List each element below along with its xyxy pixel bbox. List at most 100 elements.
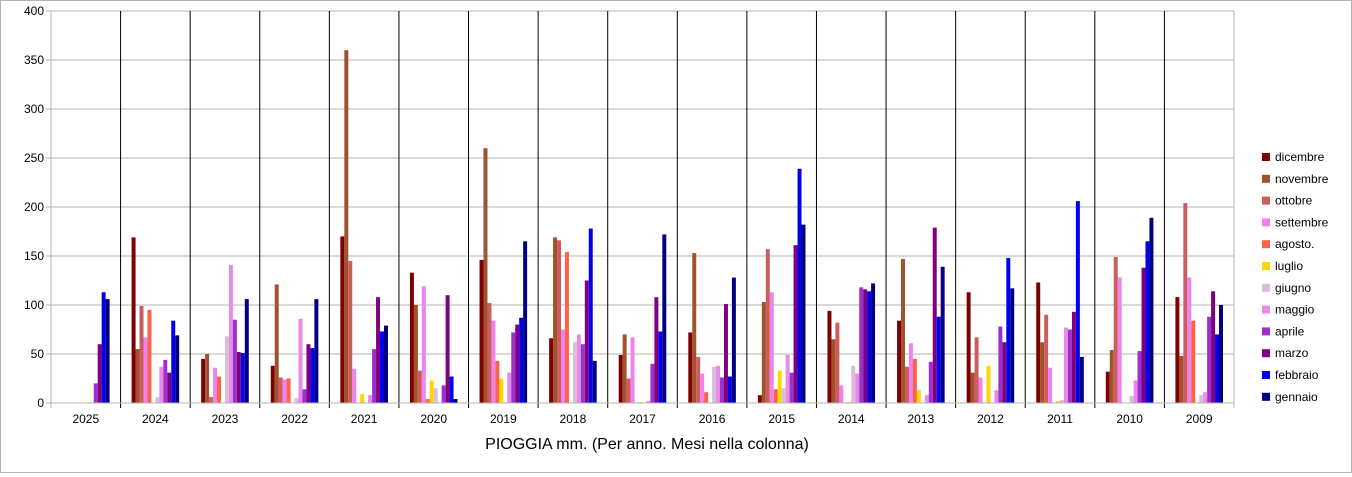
- bar-agosto-2015: [773, 389, 778, 403]
- x-tick-label: 2018: [560, 412, 587, 426]
- bar-maggio-2023: [228, 264, 233, 403]
- bar-aprile-2012: [998, 326, 1003, 403]
- bar-maggio-2012: [994, 390, 999, 403]
- y-tick-label: 0: [37, 396, 44, 410]
- bar-giugno-2011: [1060, 400, 1064, 403]
- legend-swatch: [1262, 327, 1270, 336]
- bar-maggio-2013: [924, 395, 929, 403]
- bar-dicembre-2024: [131, 237, 136, 403]
- bar-febbraio-2017: [658, 331, 663, 403]
- bar-dicembre-2014: [827, 310, 832, 403]
- bar-ottobre-2012: [974, 337, 979, 403]
- bar-giugno-2009: [1199, 395, 1204, 403]
- bar-marzo-2017: [654, 297, 659, 403]
- bar-luglio-2011: [1056, 401, 1061, 403]
- bar-aprile-2016: [720, 377, 724, 403]
- bar-dicembre-2015: [757, 395, 762, 403]
- x-tick-label: 2022: [281, 412, 308, 426]
- bar-dicembre-2016: [688, 332, 693, 403]
- bar-dicembre-2022: [270, 365, 275, 403]
- bar-aprile-2014: [859, 287, 864, 403]
- x-tick-label: 2023: [212, 412, 239, 426]
- bar-marzo-2012: [1002, 342, 1007, 403]
- bar-aprile-2020: [441, 385, 446, 403]
- bar-dicembre-2023: [201, 358, 206, 403]
- bar-ottobre-2021: [348, 260, 353, 403]
- legend-label: novembre: [1275, 172, 1329, 186]
- bar-luglio-2019: [499, 378, 504, 403]
- bar-maggio-2015: [785, 354, 790, 403]
- bar-maggio-2011: [1064, 327, 1068, 403]
- bar-novembre-2017: [622, 334, 627, 403]
- legend-label: gennaio: [1275, 390, 1318, 404]
- legend-swatch: [1262, 196, 1270, 205]
- bar-ottobre-2023: [209, 397, 214, 403]
- y-tick-label: 300: [24, 102, 44, 116]
- axis-layer: 0 50 100 150 200 250 300 350 400 2025 2024 2023 2022…: [24, 4, 1234, 426]
- bar-dicembre-2018: [549, 338, 554, 403]
- bar-novembre-2024: [135, 349, 140, 403]
- bar-ottobre-2024: [139, 305, 144, 403]
- bar-novembre-2014: [831, 339, 836, 403]
- x-tick-label: 2021: [351, 412, 378, 426]
- bar-giugno-2010: [1129, 396, 1134, 403]
- bar-dicembre-2017: [618, 354, 623, 403]
- bar-giugno-2022: [294, 398, 299, 403]
- bar-ottobre-2019: [487, 303, 492, 403]
- bar-dicembre-2020: [409, 272, 414, 403]
- bar-febbraio-2023: [240, 353, 245, 403]
- bar-marzo-2019: [515, 324, 520, 403]
- bar-gennaio-2009: [1219, 305, 1223, 403]
- bar-marzo-2020: [445, 295, 450, 403]
- bar-febbraio-2018: [588, 228, 593, 403]
- bar-aprile-2024: [163, 359, 168, 403]
- legend-swatch: [1262, 174, 1270, 183]
- x-tick-label: 2014: [838, 412, 865, 426]
- bar-novembre-2018: [553, 237, 558, 403]
- legend-swatch: [1262, 371, 1270, 379]
- bar-dicembre-2021: [340, 236, 345, 403]
- bar-agosto-2023: [217, 376, 222, 403]
- legend-label: giugno: [1275, 281, 1311, 295]
- bar-dicembre-2009: [1175, 297, 1180, 403]
- legend-label: dicembre: [1275, 150, 1325, 164]
- bar-novembre-2020: [413, 305, 418, 403]
- bar-marzo-2024: [167, 372, 172, 403]
- y-tick-label: 100: [24, 298, 44, 312]
- bar-novembre-2023: [205, 354, 210, 403]
- bars-layer: [93, 50, 1223, 403]
- bar-novembre-2013: [901, 258, 905, 403]
- bar-ottobre-2013: [904, 366, 909, 403]
- bar-maggio-2024: [159, 366, 164, 403]
- legend-label: settembre: [1275, 215, 1329, 229]
- bar-agosto-2018: [564, 252, 569, 403]
- bar-marzo-2021: [376, 297, 381, 403]
- bar-dicembre-2019: [479, 259, 484, 403]
- bar-marzo-2015: [793, 245, 798, 403]
- bar-aprile-2023: [232, 319, 237, 403]
- x-tick-label: 2009: [1186, 412, 1213, 426]
- y-tick-label: 150: [24, 249, 44, 263]
- x-tick-label: 2013: [908, 412, 935, 426]
- bar-gennaio-2025: [105, 299, 110, 403]
- x-tick-label: 2015: [768, 412, 795, 426]
- bar-novembre-2010: [1109, 350, 1114, 403]
- x-tick-label: 2017: [629, 412, 656, 426]
- bar-febbraio-2009: [1215, 334, 1220, 403]
- bar-ottobre-2017: [626, 378, 631, 403]
- bar-gennaio-2017: [662, 234, 667, 403]
- legend-swatch: [1262, 305, 1270, 314]
- bar-marzo-2014: [863, 289, 868, 403]
- bar-giugno-2016: [712, 366, 717, 403]
- bar-settembre-2017: [630, 337, 635, 403]
- bar-maggio-2019: [507, 372, 512, 403]
- bar-gennaio-2015: [801, 224, 806, 403]
- bar-settembre-2016: [700, 373, 705, 403]
- legend-swatch: [1262, 392, 1270, 401]
- bar-gennaio-2020: [453, 399, 458, 403]
- bar-febbraio-2020: [449, 376, 454, 403]
- bar-gennaio-2014: [871, 283, 876, 403]
- bar-gennaio-2019: [523, 241, 528, 403]
